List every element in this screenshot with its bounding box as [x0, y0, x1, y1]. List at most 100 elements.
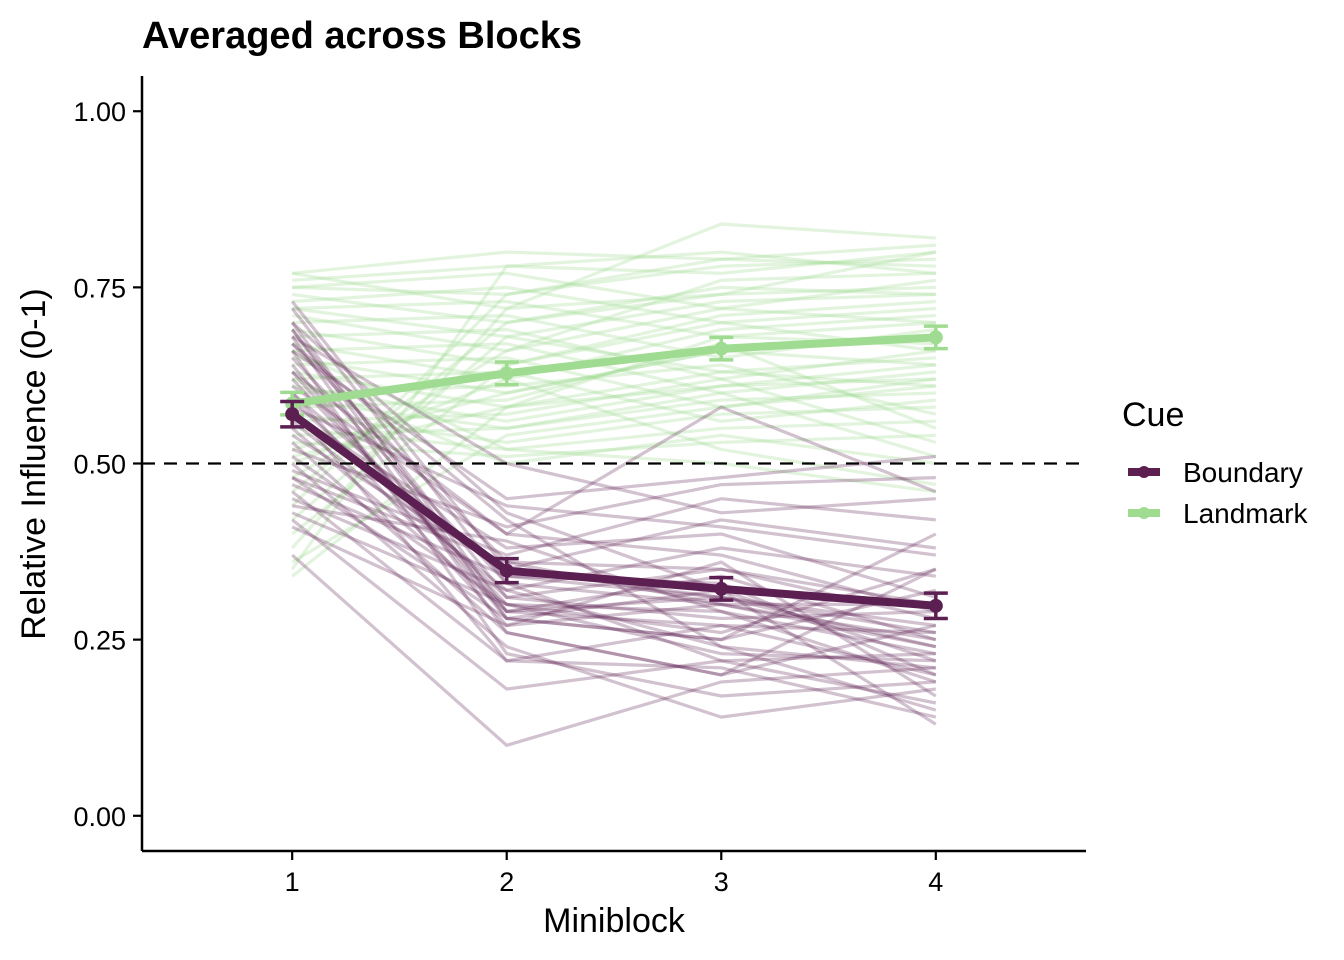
individual-line-landmark-29	[291, 349, 936, 451]
legend-items: Boundary Landmark	[1128, 457, 1309, 529]
x-tick-label: 3	[714, 867, 729, 897]
individual-line-landmark-24	[291, 405, 936, 445]
individual-line-landmark-12	[291, 299, 936, 367]
y-tick-label: 0.75	[73, 273, 126, 303]
y-tick-label: 0.50	[73, 450, 126, 480]
mean-point-boundary-3	[714, 581, 729, 596]
individual-line-landmark-1	[291, 222, 936, 311]
individual-line-landmark-20	[291, 377, 936, 423]
y-axis-title: Relative Influence (0-1)	[15, 288, 53, 640]
legend-label-boundary: Boundary	[1183, 457, 1303, 488]
individual-line-boundary-31	[291, 476, 937, 642]
mean-point-landmark-2	[499, 366, 514, 381]
individual-line-landmark-41	[291, 377, 937, 466]
individual-line-landmark-35	[291, 335, 936, 522]
mean-point-boundary-2	[499, 563, 514, 578]
y-ticks: 0.00 0.25 0.50 0.75 1.00	[73, 97, 142, 832]
x-tick-label: 4	[928, 867, 943, 897]
individual-line-landmark-31	[291, 377, 937, 487]
individual-line-boundary-2	[290, 307, 936, 607]
individual-line-boundary-18	[291, 391, 937, 628]
individual-line-boundary-40	[291, 405, 937, 557]
individual-line-landmark-7	[292, 285, 936, 325]
legend-title: Cue	[1122, 396, 1184, 434]
individual-line-boundary-15	[291, 370, 937, 614]
legend-swatch-point	[1138, 466, 1150, 478]
individual-line-landmark-23	[292, 342, 937, 430]
individual-line-boundary-38	[291, 525, 937, 642]
individual-line-boundary-21	[290, 406, 937, 719]
individual-line-boundary-20	[291, 398, 936, 621]
individual-line-boundary-34	[291, 497, 937, 592]
individual-line-boundary-23	[291, 419, 937, 712]
mean-lines-layer	[280, 324, 948, 621]
individual-line-boundary-36	[291, 511, 936, 663]
individual-line-boundary-37	[291, 518, 937, 705]
individual-line-landmark-34	[291, 257, 936, 507]
individual-line-boundary-26	[291, 441, 937, 677]
individual-line-boundary-30	[291, 469, 936, 557]
individual-line-boundary-19	[291, 391, 937, 698]
mean-line-landmark	[288, 333, 940, 408]
individual-line-boundary-22	[291, 412, 937, 599]
individual-lines-layer	[290, 222, 937, 748]
mean-line-boundary	[288, 410, 940, 610]
individual-line-landmark-3	[292, 250, 936, 282]
individual-line-landmark-33	[291, 285, 936, 493]
individual-line-landmark-42	[291, 349, 937, 494]
individual-line-landmark-9	[292, 299, 936, 339]
individual-line-landmark-15	[292, 342, 936, 395]
individual-line-boundary-17	[291, 384, 937, 536]
y-tick-label: 0.00	[73, 802, 126, 832]
legend-item-boundary: Boundary	[1128, 457, 1303, 488]
chart-title: Averaged across Blocks	[142, 15, 582, 57]
individual-line-landmark-17	[292, 356, 936, 409]
mean-point-landmark-4	[928, 330, 943, 345]
individual-line-landmark-5	[292, 271, 937, 311]
individual-line-landmark-37	[291, 285, 936, 550]
individual-line-landmark-27	[292, 391, 937, 459]
mean-point-landmark-3	[714, 341, 729, 356]
individual-line-landmark-4	[292, 257, 936, 297]
individual-line-boundary-42	[291, 476, 937, 606]
individual-line-landmark-38	[291, 377, 937, 564]
legend-label-landmark: Landmark	[1183, 498, 1309, 529]
individual-line-boundary-25	[291, 433, 937, 571]
mean-point-boundary-4	[928, 598, 943, 613]
individual-line-landmark-19	[292, 370, 936, 423]
individual-line-landmark-36	[291, 320, 937, 536]
individual-line-landmark-22	[291, 391, 936, 430]
individual-line-landmark-10	[291, 271, 936, 353]
individual-line-boundary-29	[291, 462, 937, 719]
individual-line-landmark-13	[292, 327, 937, 381]
individual-line-landmark-28	[292, 433, 936, 459]
legend-swatch-point	[1138, 507, 1150, 519]
individual-line-boundary-4	[290, 321, 937, 677]
individual-line-landmark-32	[291, 306, 936, 479]
y-tick-label: 1.00	[73, 97, 126, 127]
x-ticks: 1 2 3 4	[285, 851, 943, 897]
x-axis-title: Miniblock	[543, 902, 686, 940]
individual-line-boundary-39	[291, 553, 936, 748]
individual-line-landmark-26	[292, 419, 936, 452]
individual-line-boundary-12	[291, 349, 936, 501]
individual-line-boundary-3	[291, 321, 937, 663]
y-tick-label: 0.25	[73, 626, 126, 656]
individual-line-landmark-6	[291, 250, 937, 325]
individual-line-boundary-8	[290, 335, 937, 677]
individual-line-landmark-25	[292, 377, 937, 444]
individual-line-boundary-28	[291, 455, 937, 656]
x-tick-label: 2	[499, 867, 514, 897]
individual-line-boundary-33	[291, 490, 936, 663]
individual-line-landmark-14	[291, 313, 936, 381]
individual-line-boundary-11	[290, 349, 936, 698]
individual-line-boundary-24	[291, 427, 937, 642]
x-tick-label: 1	[285, 867, 300, 897]
individual-line-boundary-7	[291, 335, 936, 515]
mean-point-boundary-1	[285, 407, 300, 422]
legend-item-landmark: Landmark	[1128, 498, 1309, 529]
individual-line-landmark-2	[292, 243, 936, 275]
individual-line-landmark-8	[291, 292, 936, 339]
individual-line-boundary-13	[291, 356, 936, 663]
